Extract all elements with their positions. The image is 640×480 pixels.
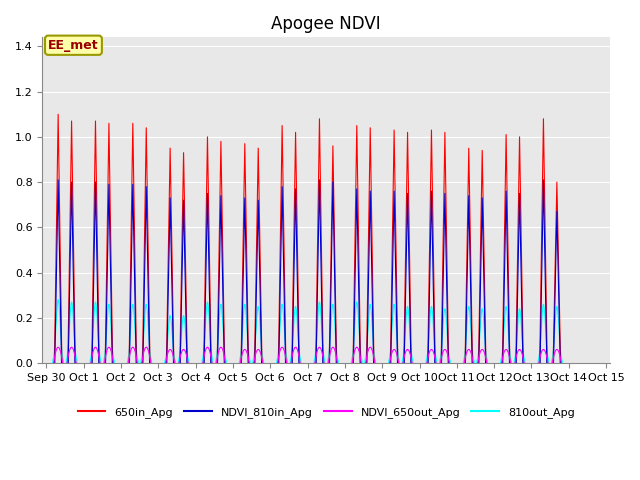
Title: Apogee NDVI: Apogee NDVI xyxy=(271,15,381,33)
Text: EE_met: EE_met xyxy=(48,39,99,52)
Legend: 650in_Apg, NDVI_810in_Apg, NDVI_650out_Apg, 810out_Apg: 650in_Apg, NDVI_810in_Apg, NDVI_650out_A… xyxy=(73,403,579,422)
